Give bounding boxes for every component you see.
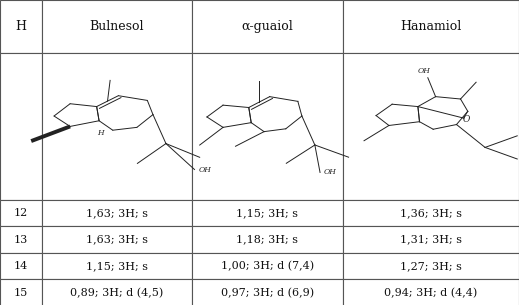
FancyBboxPatch shape [42,0,192,53]
Text: 1,63; 3H; s: 1,63; 3H; s [86,208,148,218]
FancyBboxPatch shape [343,0,519,53]
Text: OH: OH [417,67,430,75]
Text: Bulnesol: Bulnesol [89,20,144,33]
Text: OH: OH [199,166,212,174]
Text: 1,31; 3H; s: 1,31; 3H; s [400,235,462,245]
FancyBboxPatch shape [192,279,343,305]
FancyBboxPatch shape [343,200,519,226]
Text: α-guaiol: α-guaiol [241,20,293,33]
Text: 1,63; 3H; s: 1,63; 3H; s [86,235,148,245]
FancyBboxPatch shape [343,226,519,253]
Text: 1,15; 3H; s: 1,15; 3H; s [86,261,148,271]
Text: 0,97; 3H; d (6,9): 0,97; 3H; d (6,9) [221,288,314,298]
Text: 14: 14 [13,261,28,271]
Text: O: O [462,115,470,124]
FancyBboxPatch shape [0,200,42,226]
FancyBboxPatch shape [0,53,42,200]
Text: H: H [15,20,26,33]
FancyBboxPatch shape [192,226,343,253]
Text: 1,27; 3H; s: 1,27; 3H; s [400,261,462,271]
Text: H: H [98,129,104,137]
FancyBboxPatch shape [343,279,519,305]
Text: 1,00; 3H; d (7,4): 1,00; 3H; d (7,4) [221,261,314,271]
Text: 15: 15 [13,288,28,298]
Text: 1,18; 3H; s: 1,18; 3H; s [236,235,298,245]
FancyBboxPatch shape [42,200,192,226]
FancyBboxPatch shape [0,226,42,253]
Text: 13: 13 [13,235,28,245]
Text: 12: 12 [13,208,28,218]
FancyBboxPatch shape [0,279,42,305]
FancyBboxPatch shape [192,253,343,279]
FancyBboxPatch shape [0,253,42,279]
Text: OH: OH [324,168,337,177]
FancyBboxPatch shape [192,53,343,200]
Text: 0,94; 3H; d (4,4): 0,94; 3H; d (4,4) [384,288,477,298]
FancyBboxPatch shape [42,226,192,253]
FancyBboxPatch shape [343,53,519,200]
FancyBboxPatch shape [0,0,42,53]
FancyBboxPatch shape [192,200,343,226]
FancyBboxPatch shape [42,253,192,279]
FancyBboxPatch shape [192,0,343,53]
Text: 0,89; 3H; d (4,5): 0,89; 3H; d (4,5) [70,288,163,298]
Text: Hanamiol: Hanamiol [400,20,461,33]
FancyBboxPatch shape [42,279,192,305]
Text: 1,15; 3H; s: 1,15; 3H; s [236,208,298,218]
Text: 1,36; 3H; s: 1,36; 3H; s [400,208,462,218]
FancyBboxPatch shape [343,253,519,279]
FancyBboxPatch shape [42,53,192,200]
